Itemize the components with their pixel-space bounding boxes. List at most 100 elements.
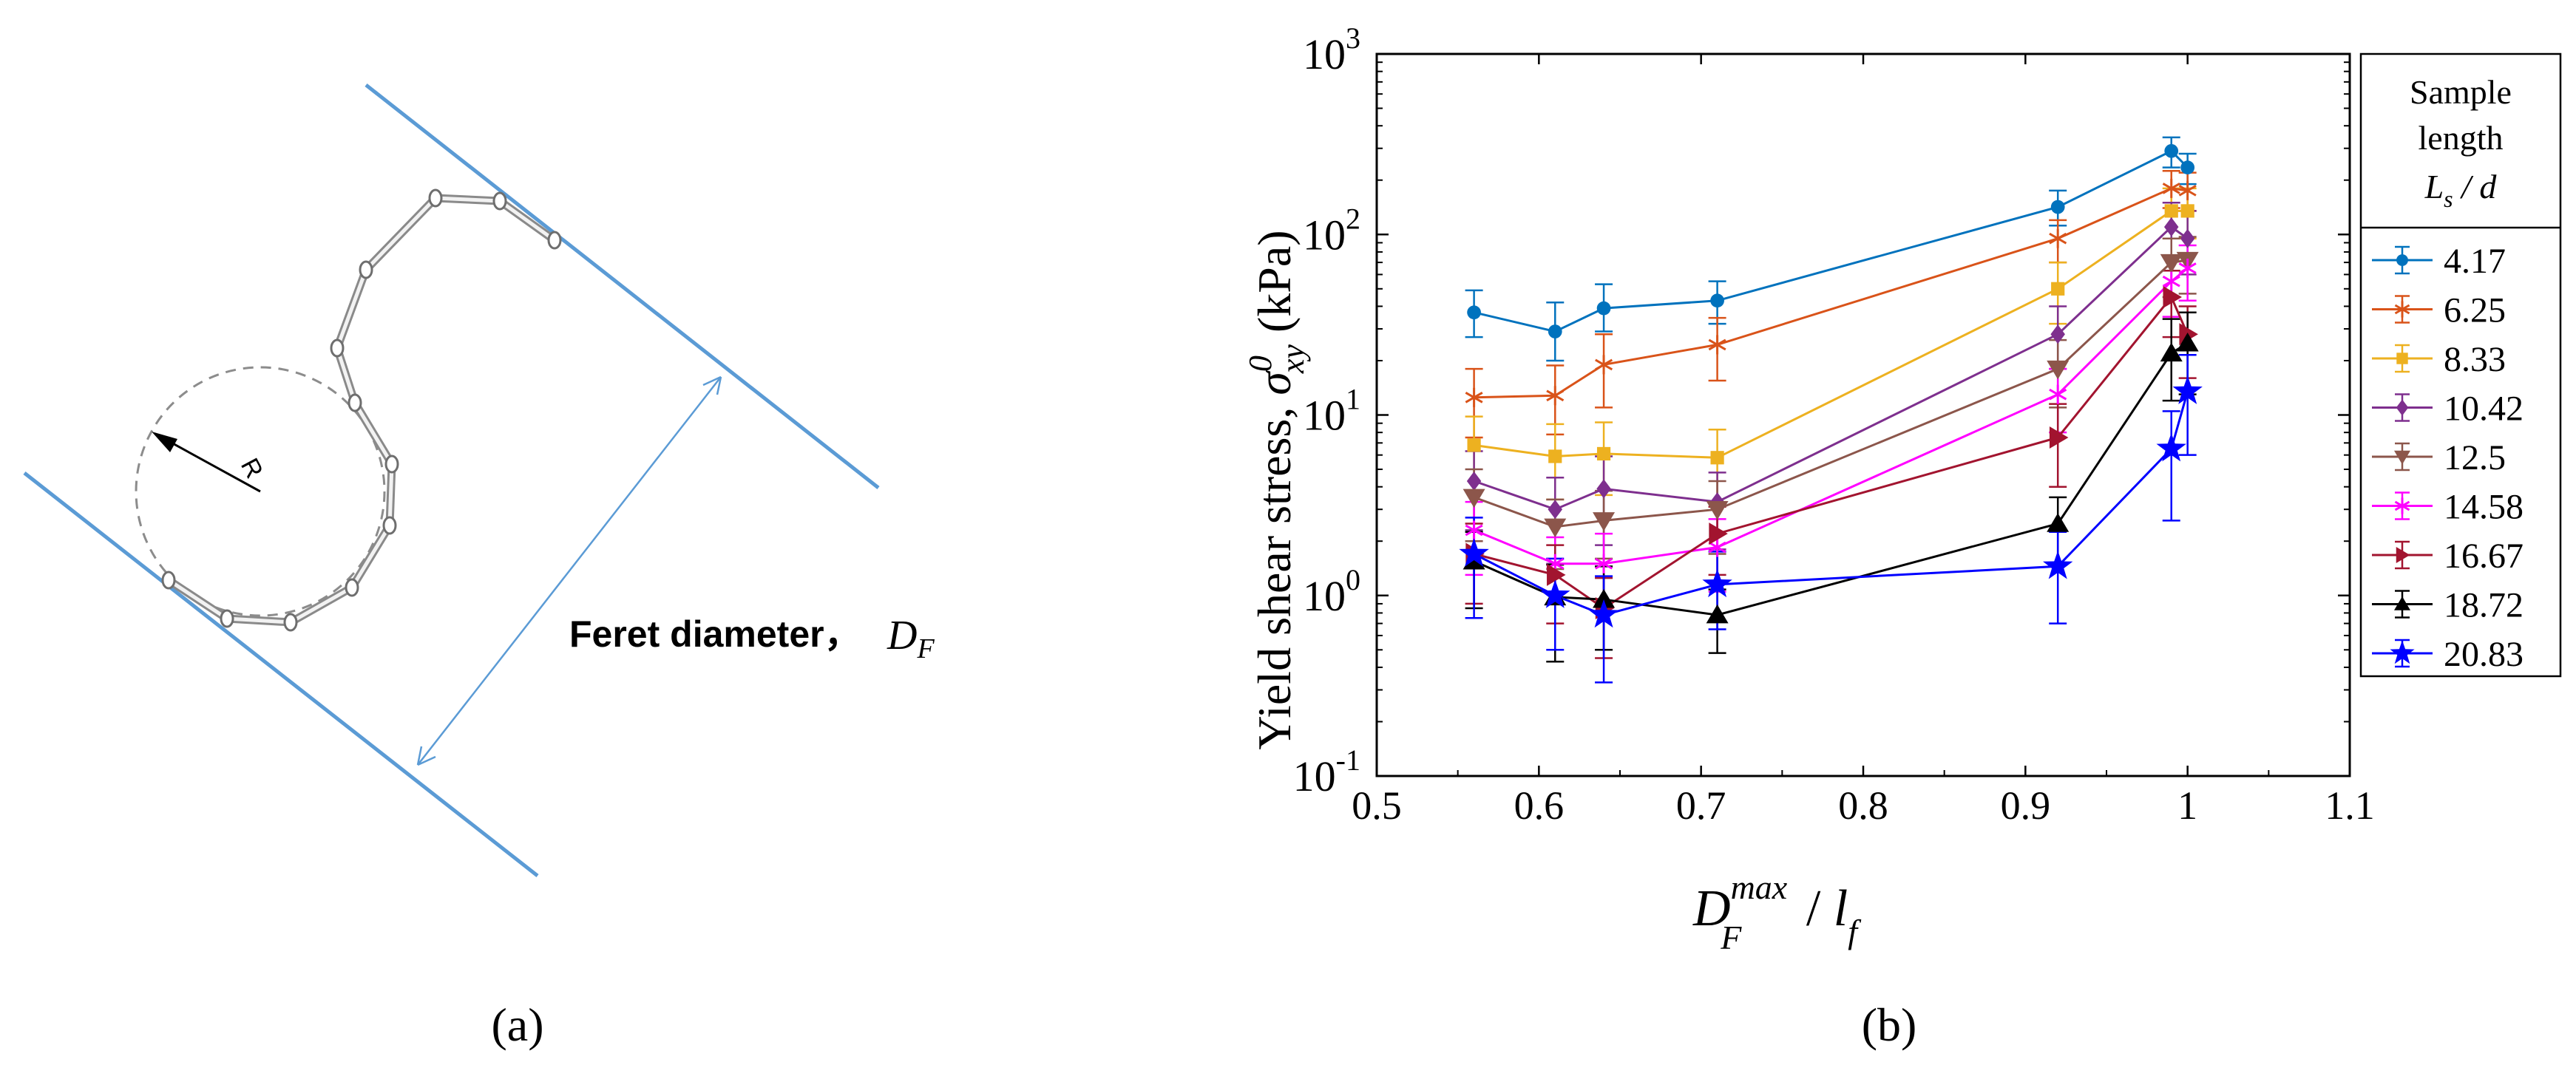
data-point <box>1467 305 1481 320</box>
y-axis-title: Yield shear stress, σ0xy (kPa) <box>1242 230 1311 749</box>
data-point <box>1709 523 1728 545</box>
data-point <box>1595 554 1613 573</box>
legend-item: 14.58 <box>2372 488 2524 527</box>
series-line-18.72 <box>1473 342 2189 616</box>
error-bar <box>2178 354 2197 456</box>
legend-label: 10.42 <box>2444 389 2524 429</box>
legend-label: 6.25 <box>2444 291 2506 330</box>
error-bar <box>2049 403 2067 488</box>
plot-frame <box>1375 52 2351 777</box>
x-axis-title: Dmax F / lf <box>1692 868 1862 956</box>
legend-item: 8.33 <box>2372 340 2506 379</box>
data-point <box>2176 333 2199 352</box>
data-point <box>1465 387 1483 407</box>
data-point <box>1540 579 1570 608</box>
legend-label: 16.67 <box>2444 537 2524 576</box>
data-point <box>2049 384 2067 404</box>
error-bar <box>2162 410 2180 522</box>
legend-label: 8.33 <box>2444 340 2506 379</box>
series-line-4.17 <box>1474 149 2189 333</box>
x-tick-label: 0.8 <box>1838 783 1888 828</box>
legend-label: 14.58 <box>2444 488 2524 527</box>
feret-label: Feret diameter， <box>569 613 861 655</box>
data-point <box>2050 324 2065 344</box>
data-point <box>1596 479 1611 499</box>
legend-items: 4.17 6.25 8.33 10.42 12.5 14.58 16.67 18.72 20.8… <box>2372 242 2524 674</box>
feret-line-lower <box>23 472 539 877</box>
data-point <box>2162 271 2180 291</box>
error-bar <box>2049 531 2067 624</box>
data-point <box>2049 228 2067 248</box>
x-tick-label: 1 <box>2177 783 2197 828</box>
legend-item: 10.42 <box>2372 389 2524 429</box>
data-point <box>2164 143 2179 158</box>
data-point <box>2163 217 2179 237</box>
series-line-6.25 <box>1474 187 2188 399</box>
fiber-joints <box>161 188 562 632</box>
data-point <box>2160 253 2183 273</box>
data-point <box>1706 500 1729 520</box>
legend-item: 20.83 <box>2372 635 2524 674</box>
data-point <box>1710 451 1724 465</box>
legend-item: 6.25 <box>2372 291 2506 330</box>
data-point <box>1596 446 1611 461</box>
error-bars <box>1465 136 2197 684</box>
y-tick-label: 10-1 <box>1293 743 1360 800</box>
legend-item: 12.5 <box>2372 438 2506 477</box>
legend-box <box>2359 52 2562 678</box>
data-point <box>1467 438 1481 452</box>
data-point <box>1544 518 1567 538</box>
series-markers <box>1459 143 2203 628</box>
legend-title-line1: Sample <box>2410 73 2512 111</box>
legend-marker <box>2394 450 2410 465</box>
panel-b-label: (b) <box>1862 998 1917 1051</box>
data-point <box>1546 386 1565 406</box>
radius-arrow <box>152 432 261 493</box>
data-point <box>1588 599 1619 628</box>
data-point <box>2162 178 2180 198</box>
radius-circle <box>135 366 386 617</box>
data-point <box>1548 324 1562 338</box>
data-point <box>1702 568 1732 598</box>
legend-label: 4.17 <box>2444 242 2506 281</box>
legend-title-line3: Ls / d <box>2424 168 2498 212</box>
legend-marker <box>2396 353 2408 364</box>
x-tick-label: 0.5 <box>1352 783 1402 828</box>
fiber-chain <box>164 194 559 627</box>
x-tick-label: 0.6 <box>1514 783 1565 828</box>
legend-marker <box>2394 497 2410 514</box>
data-point <box>1710 293 1724 308</box>
data-point <box>2163 285 2182 308</box>
data-point <box>1459 538 1489 567</box>
legend-marker <box>2394 596 2410 610</box>
data-point <box>1595 355 1613 375</box>
y-tick-label: 101 <box>1303 383 1360 440</box>
data-point <box>2180 228 2195 248</box>
feret-symbol: DF <box>887 613 935 664</box>
legend-item: 18.72 <box>2372 586 2524 625</box>
legend-label: 20.83 <box>2444 635 2524 674</box>
radius-label: R <box>235 454 268 483</box>
data-point <box>2160 342 2183 362</box>
data-point <box>1593 512 1616 531</box>
data-point <box>2156 432 2186 462</box>
x-tick-label: 0.9 <box>2001 783 2051 828</box>
legend-item: 4.17 <box>2372 242 2506 281</box>
series-line-16.67 <box>1474 295 2189 610</box>
data-point <box>1708 537 1726 557</box>
yield-stress-chart: 0.5 0.6 0.7 0.8 0.9 1 1.1 10-1 100 101 102 103 Yiel… <box>1242 21 2562 956</box>
data-point <box>1548 449 1562 463</box>
legend-marker <box>2394 301 2410 318</box>
y-tick-label: 103 <box>1303 21 1360 78</box>
data-point <box>2172 375 2203 404</box>
panel-a-schematic: R Feret diameter， DF <box>23 84 935 877</box>
axis-ticks: 0.5 0.6 0.7 0.8 0.9 1 1.1 10-1 100 101 102 103 <box>1293 21 2375 828</box>
legend-marker <box>2390 640 2415 664</box>
data-point <box>2049 426 2069 449</box>
y-tick-label: 100 <box>1303 563 1360 620</box>
data-point <box>2047 360 2070 380</box>
legend-marker <box>2396 547 2410 563</box>
legend-label: 18.72 <box>2444 586 2524 625</box>
series-line-12.5 <box>1474 259 2188 528</box>
